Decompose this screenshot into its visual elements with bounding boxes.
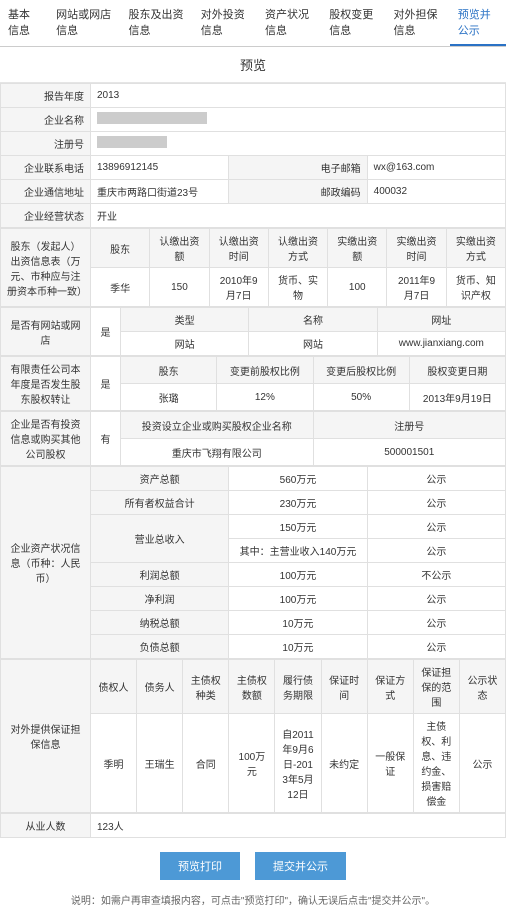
inv-h6: 实缴出资方式 [446, 229, 505, 268]
tab-guarantee[interactable]: 对外担保信息 [386, 0, 450, 46]
inv-h1: 认缴出资额 [150, 229, 209, 268]
year-value: 2013 [91, 84, 506, 108]
zip-label: 邮政编码 [229, 180, 367, 204]
zip-value: 400032 [367, 180, 505, 204]
regno-value [91, 132, 506, 156]
addr-value: 重庆市两路口街道23号 [91, 180, 229, 204]
outinv-flag: 有 [91, 412, 121, 466]
equity-flag: 是 [91, 357, 121, 411]
name-label: 企业名称 [1, 108, 91, 132]
status-value: 开业 [91, 204, 506, 228]
investor-table: 股东（发起人）出资信息表（万元、市种应与注册资本币种一致） 股东 认缴出资额 认… [0, 228, 506, 307]
status-label: 企业经营状态 [1, 204, 91, 228]
tab-shareholder[interactable]: 股东及出资信息 [120, 0, 192, 46]
website-table: 是否有网站或网店 是 类型 名称 网址 网站 网站 www.jianxiang.… [0, 307, 506, 356]
assets-section-label: 企业资产状况信息（币种：人民币） [1, 467, 91, 659]
staff-label: 从业人数 [1, 814, 91, 838]
inv-h5: 实缴出资时间 [387, 229, 446, 268]
tab-preview[interactable]: 预览并公示 [450, 0, 506, 46]
addr-label: 企业通信地址 [1, 180, 91, 204]
tab-basic[interactable]: 基本信息 [0, 0, 48, 46]
year-label: 报告年度 [1, 84, 91, 108]
email-label: 电子邮箱 [229, 156, 367, 180]
inv-h3: 认缴出资方式 [268, 229, 327, 268]
invest-section-label: 股东（发起人）出资信息表（万元、市种应与注册资本币种一致） [1, 229, 91, 307]
print-button[interactable]: 预览打印 [160, 852, 240, 880]
outinv-table: 企业是否有投资信息或购买其他公司股权 有 投资设立企业或购买股权企业名称 注册号… [0, 411, 506, 466]
preview-title: 预览 [0, 47, 506, 83]
staff-table: 从业人数 123人 [0, 813, 506, 838]
assets-table: 企业资产状况信息（币种：人民币） 资产总额 560万元 公示 所有者权益合计23… [0, 466, 506, 659]
site-section-label: 是否有网站或网店 [1, 308, 91, 356]
phone-label: 企业联系电话 [1, 156, 91, 180]
name-value [91, 108, 506, 132]
email-value: wx@163.com [367, 156, 505, 180]
guarantee-table: 对外提供保证担保信息 债权人 债务人 主债权种类 主债权数额 履行债务期限 保证… [0, 659, 506, 813]
footer-note: 说明：如需户再审查填报内容，可点击"预览打印"，确认无误后点击"提交并公示"。 [0, 888, 506, 917]
tab-equity[interactable]: 股权变更信息 [321, 0, 385, 46]
inv-h2: 认缴出资时间 [209, 229, 268, 268]
outinv-section-label: 企业是否有投资信息或购买其他公司股权 [1, 412, 91, 466]
phone-value: 13896912145 [91, 156, 229, 180]
guarantee-section-label: 对外提供保证担保信息 [1, 660, 91, 813]
basic-info-table: 报告年度 2013 企业名称 注册号 企业联系电话 13896912145 电子… [0, 83, 506, 228]
regno-label: 注册号 [1, 132, 91, 156]
submit-button[interactable]: 提交并公示 [255, 852, 346, 880]
tab-site[interactable]: 网站或网店信息 [48, 0, 120, 46]
inv-h4: 实缴出资额 [328, 229, 387, 268]
staff-value: 123人 [91, 814, 506, 838]
inv-h0: 股东 [91, 229, 150, 268]
tab-assets[interactable]: 资产状况信息 [257, 0, 321, 46]
tab-outinvest[interactable]: 对外投资信息 [193, 0, 257, 46]
site-flag: 是 [91, 308, 121, 356]
equity-table: 有限责任公司本年度是否发生股东股权转让 是 股东 变更前股权比例 变更后股权比例… [0, 356, 506, 411]
equity-section-label: 有限责任公司本年度是否发生股东股权转让 [1, 357, 91, 411]
tab-bar: 基本信息 网站或网店信息 股东及出资信息 对外投资信息 资产状况信息 股权变更信… [0, 0, 506, 47]
